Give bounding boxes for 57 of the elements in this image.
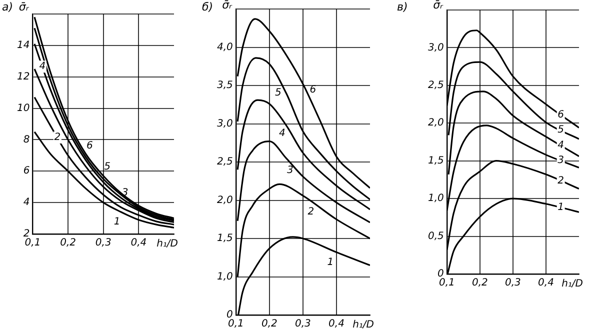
x-tick-label: 0,3 <box>95 238 112 249</box>
y-tick-label: 12 <box>16 71 30 82</box>
series-label: 2 <box>558 175 564 186</box>
x-tick-label: 0,2 <box>261 318 278 330</box>
y-tick-label: 2,0 <box>428 118 444 129</box>
chart-title: а) <box>2 0 14 14</box>
y-tick-label: 4,0 <box>216 42 233 53</box>
series-label: 6 <box>310 84 316 96</box>
series-label: 6 <box>558 109 564 120</box>
y-tick-label: 14 <box>16 40 30 52</box>
y-tick-label: 3,5 <box>216 80 233 92</box>
series-label: 5 <box>558 124 564 136</box>
x-tick-label: 0,4 <box>130 238 147 249</box>
y-tick-label: 2,5 <box>216 156 233 168</box>
chart-title: в) <box>397 0 408 14</box>
series-label: 4 <box>39 61 46 72</box>
y-axis-title: σ̄ᵣ <box>433 0 444 12</box>
y-tick-label: 2,0 <box>216 194 233 206</box>
x-tick-label: 0,2 <box>60 238 76 249</box>
series-label: 2 <box>308 206 314 218</box>
series-label: 6 <box>86 140 93 152</box>
y-tick-label: 0,5 <box>428 230 444 242</box>
x-tick-label: 0,4 <box>328 318 344 330</box>
series-label: 1 <box>114 216 120 228</box>
x-axis-title: h₁/D <box>156 238 178 250</box>
y-tick-label: 2,5 <box>428 80 444 92</box>
series-label: 2 <box>54 132 61 144</box>
y-tick-label: 4 <box>23 197 30 208</box>
y-tick-label: 6 <box>23 166 30 177</box>
x-tick-label: 0,4 <box>538 278 554 289</box>
series-label: 1 <box>327 256 334 268</box>
x-tick-label: 0,1 <box>438 278 455 289</box>
series-label: 4 <box>558 140 564 152</box>
x-tick-label: 0,3 <box>505 278 521 289</box>
x-tick-label: 0,3 <box>295 318 311 330</box>
y-tick-label: 3,0 <box>216 118 233 130</box>
x-tick-label: 0,1 <box>24 238 41 249</box>
series-label: 3 <box>558 155 564 166</box>
y-axis-title: σ̄ᵣ <box>18 0 30 14</box>
y-tick-label: 1,5 <box>216 233 233 244</box>
y-axis-title: σ̄ᵣ <box>222 0 234 12</box>
series-label: 1 <box>558 202 564 214</box>
series-label: 5 <box>104 162 111 173</box>
x-axis-title: h₁/D <box>562 278 584 290</box>
series-label: 5 <box>275 88 282 99</box>
y-tick-label: 10 <box>16 102 30 114</box>
y-tick-label: 8 <box>23 134 30 146</box>
y-tick-label: 1,5 <box>428 155 444 166</box>
x-tick-label: 0,2 <box>472 278 488 289</box>
y-tick-label: 1,0 <box>428 193 444 204</box>
series-label: 4 <box>279 128 286 139</box>
chart-title: б) <box>202 0 214 14</box>
series-label: 3 <box>287 164 294 176</box>
x-tick-label: 0,1 <box>228 318 244 330</box>
x-axis-title: h₁/D <box>352 320 374 331</box>
y-tick-label: 3,0 <box>428 42 444 54</box>
y-tick-label: 1,0 <box>216 271 233 282</box>
